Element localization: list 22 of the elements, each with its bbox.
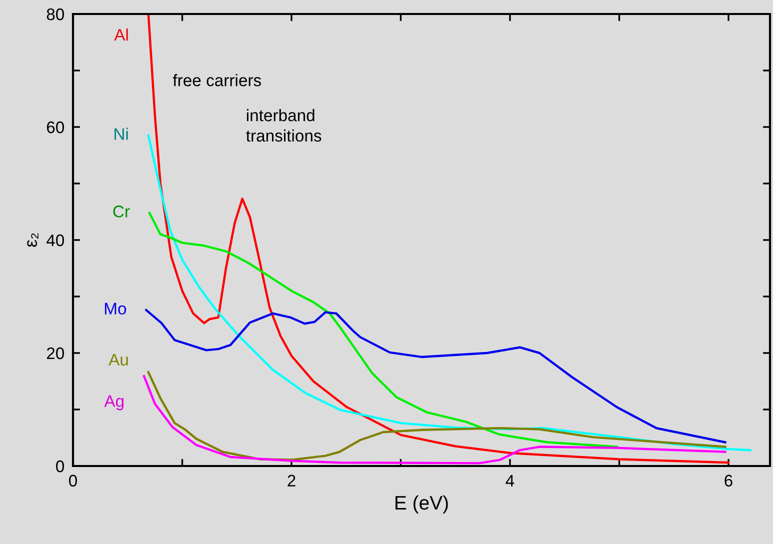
y-tick-label: 80 xyxy=(46,8,64,20)
annotation: free carriers xyxy=(172,74,261,86)
series-label: Ag xyxy=(104,395,124,410)
y-tick-label: 20 xyxy=(46,347,64,360)
series-label: Al xyxy=(114,28,128,41)
line-series xyxy=(145,308,726,444)
x-tick-label: 6 xyxy=(724,474,732,487)
x-tick-label: 4 xyxy=(506,474,514,486)
series-label: Cr xyxy=(113,206,130,218)
x-tick-label: 0 xyxy=(69,474,77,487)
y-tick-label: 0 xyxy=(56,460,64,472)
line-series xyxy=(148,212,618,448)
y-tick-label: 60 xyxy=(46,121,64,134)
annotation: interband transitions xyxy=(246,109,322,142)
series-label: Au xyxy=(108,354,128,366)
x-tick-label: 2 xyxy=(288,474,296,486)
series-label: Ni xyxy=(114,128,128,140)
line-series xyxy=(147,14,730,464)
y-axis-title: ε₂ xyxy=(27,233,38,247)
series-label: Mo xyxy=(104,302,126,315)
y-tick-label: 40 xyxy=(46,234,64,246)
x-axis-title: E (eV) xyxy=(396,495,448,514)
